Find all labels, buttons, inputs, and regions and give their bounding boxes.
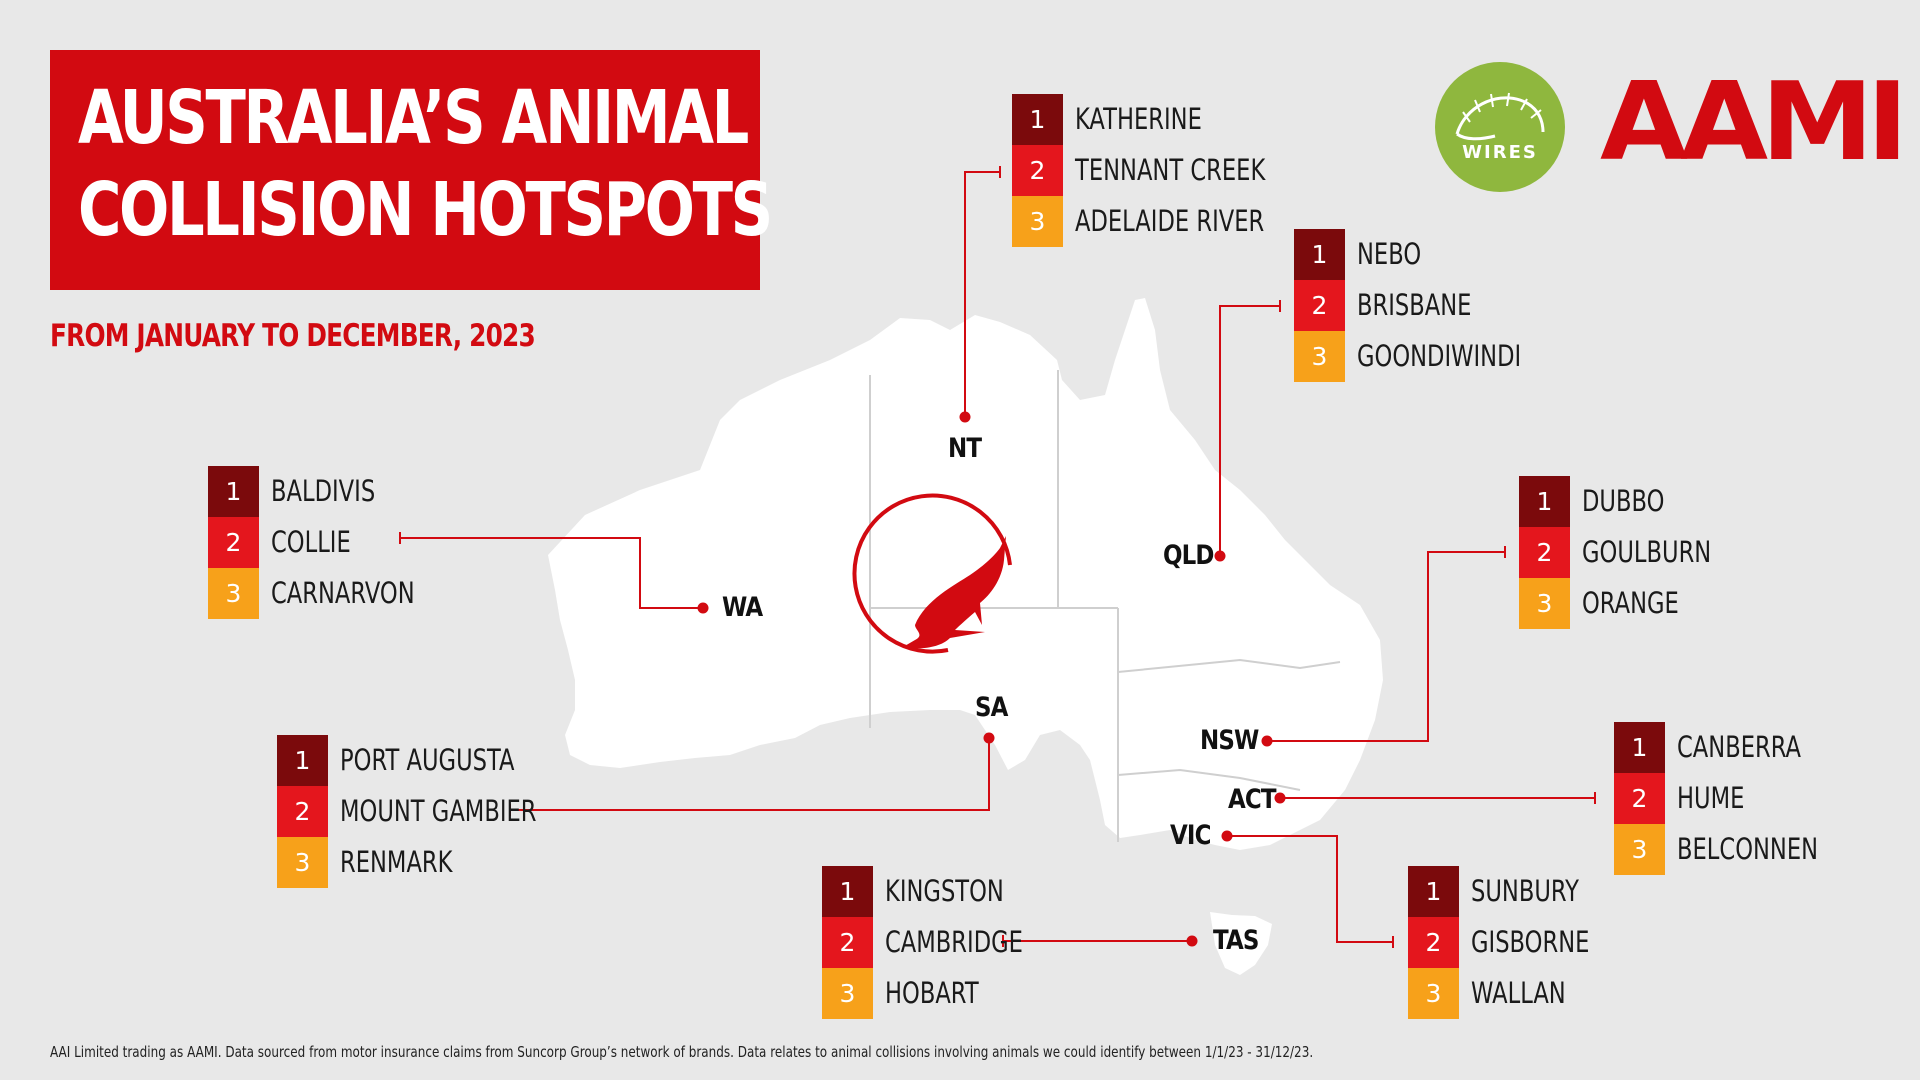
rank-badge-1: 1: [1408, 866, 1459, 917]
rank-badge-3: 3: [1294, 331, 1345, 382]
rank-badge-1: 1: [1519, 476, 1570, 527]
hotspot-name: CAMBRIDGE: [885, 925, 1023, 959]
disclaimer-footnote: AAI Limited trading as AAMI. Data source…: [50, 1043, 1314, 1061]
wires-logo: WIRES: [1435, 62, 1565, 192]
rank-badge-1: 1: [1614, 722, 1665, 773]
rank-badge-1: 1: [208, 466, 259, 517]
hotspot-name: TENNANT CREEK: [1075, 153, 1266, 187]
hotspot-name: BRISBANE: [1357, 288, 1472, 322]
rank-badge-3: 3: [1012, 196, 1063, 247]
rank-badge-2: 2: [1519, 527, 1570, 578]
rank-badge-3: 3: [277, 837, 328, 888]
rank-badge-2: 2: [822, 917, 873, 968]
state-borders: [869, 370, 1341, 842]
state-label-sa: SA: [975, 692, 1008, 723]
hotspot-name: WALLAN: [1471, 976, 1566, 1010]
rank-badge-2: 2: [1614, 773, 1665, 824]
aami-logo: AAMI: [1600, 60, 1909, 185]
hotspot-name: HUME: [1677, 781, 1745, 815]
rank-badge-2: 2: [277, 786, 328, 837]
echidna-icon: [1455, 92, 1545, 141]
hotspot-name: MOUNT GAMBIER: [340, 794, 537, 828]
title-line-1: AUSTRALIA’S ANIMAL: [78, 75, 749, 161]
rank-badge-3: 3: [822, 968, 873, 1019]
rank-badge-3: 3: [1408, 968, 1459, 1019]
rank-badge-2: 2: [208, 517, 259, 568]
hotspot-name: BALDIVIS: [271, 474, 376, 508]
title-banner: AUSTRALIA’S ANIMAL COLLISION HOTSPOTS: [50, 50, 773, 290]
tasmania: [1210, 912, 1272, 975]
hotspot-name: KINGSTON: [885, 874, 1004, 908]
rank-badge-1: 1: [277, 735, 328, 786]
hotspot-name: DUBBO: [1582, 484, 1665, 518]
rank-badge-2: 2: [1012, 145, 1063, 196]
state-label-tas: TAS: [1213, 925, 1259, 956]
hotspot-name: PORT AUGUSTA: [340, 743, 515, 777]
hotspot-name: GISBORNE: [1471, 925, 1590, 959]
australia-mainland: [548, 298, 1383, 850]
rank-badge-1: 1: [1294, 229, 1345, 280]
hotspot-name: ORANGE: [1582, 586, 1679, 620]
hotspot-name: HOBART: [885, 976, 979, 1010]
state-label-vic: VIC: [1170, 820, 1211, 851]
state-label-nsw: NSW: [1200, 725, 1259, 756]
connector-lines: [400, 171, 1595, 943]
rank-badge-3: 3: [1519, 578, 1570, 629]
hotspot-name: GOULBURN: [1582, 535, 1712, 569]
state-label-qld: QLD: [1163, 540, 1214, 571]
hotspot-name: RENMARK: [340, 845, 453, 879]
rank-badge-3: 3: [1614, 824, 1665, 875]
title-line-2: COLLISION HOTSPOTS: [78, 167, 773, 253]
state-label-wa: WA: [722, 592, 763, 623]
hotspot-name: CARNARVON: [271, 576, 415, 610]
hotspot-name: SUNBURY: [1471, 874, 1580, 908]
state-label-act: ACT: [1228, 784, 1277, 815]
kangaroo-icon: [852, 493, 1012, 654]
rank-badge-1: 1: [822, 866, 873, 917]
hotspot-name: COLLIE: [271, 525, 351, 559]
hotspot-name: NEBO: [1357, 237, 1422, 271]
rank-badge-2: 2: [1408, 917, 1459, 968]
hotspot-name: KATHERINE: [1075, 102, 1202, 136]
connector-end-ticks: [399, 166, 1596, 948]
wires-logo-text: WIRES: [1462, 142, 1538, 163]
rank-badge-3: 3: [208, 568, 259, 619]
hotspot-name: ADELAIDE RIVER: [1075, 204, 1265, 238]
hotspot-name: BELCONNEN: [1677, 832, 1819, 866]
date-range-subtitle: FROM JANUARY TO DECEMBER, 2023: [50, 318, 536, 354]
rank-badge-1: 1: [1012, 94, 1063, 145]
rank-badge-2: 2: [1294, 280, 1345, 331]
hotspot-name: GOONDIWINDI: [1357, 339, 1522, 373]
state-label-nt: NT: [948, 433, 982, 464]
hotspot-name: CANBERRA: [1677, 730, 1801, 764]
state-markers: [697, 411, 1286, 947]
